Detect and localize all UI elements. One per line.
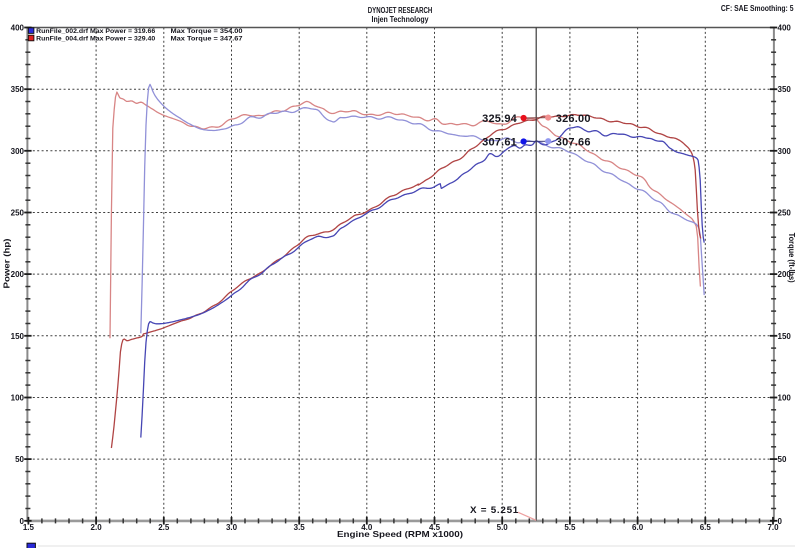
svg-text:RunFile_002.drf Max Power = 31: RunFile_002.drf Max Power = 319.66: [36, 28, 155, 35]
svg-text:0: 0: [778, 517, 783, 526]
svg-text:307.61: 307.61: [482, 136, 517, 148]
svg-text:Injen Technology: Injen Technology: [372, 15, 429, 24]
svg-text:5.0: 5.0: [497, 523, 509, 532]
svg-text:X = 5.251: X = 5.251: [470, 505, 519, 516]
svg-text:325.94: 325.94: [482, 113, 518, 125]
svg-text:1.5: 1.5: [23, 523, 35, 532]
svg-text:Power (hp): Power (hp): [2, 238, 12, 288]
svg-text:307.66: 307.66: [556, 136, 591, 148]
svg-text:350: 350: [778, 85, 792, 94]
svg-text:326.00: 326.00: [556, 113, 591, 125]
svg-text:0: 0: [20, 517, 25, 526]
svg-text:3.5: 3.5: [294, 523, 306, 532]
svg-text:4.0: 4.0: [361, 523, 373, 532]
svg-text:7.0: 7.0: [767, 523, 779, 532]
svg-text:3.0: 3.0: [226, 523, 238, 532]
svg-text:200: 200: [11, 270, 25, 279]
svg-text:50: 50: [778, 455, 787, 464]
svg-text:150: 150: [778, 332, 792, 341]
svg-text:Torque (ft-lbs): Torque (ft-lbs): [787, 233, 797, 283]
svg-text:400: 400: [11, 24, 25, 33]
svg-text:300: 300: [11, 147, 25, 156]
svg-text:350: 350: [11, 85, 25, 94]
svg-text:CF: SAE Smoothing: 5: CF: SAE Smoothing: 5: [721, 4, 794, 13]
svg-text:Max Torque = 347.67: Max Torque = 347.67: [171, 36, 243, 43]
svg-text:300: 300: [778, 147, 792, 156]
svg-text:RunFile_004.drf Max Power = 32: RunFile_004.drf Max Power = 329.40: [36, 36, 155, 43]
svg-text:6.5: 6.5: [700, 523, 712, 532]
svg-text:250: 250: [778, 209, 792, 218]
svg-text:6.0: 6.0: [632, 523, 644, 532]
svg-text:4.5: 4.5: [429, 523, 441, 532]
svg-text:150: 150: [11, 332, 25, 341]
svg-text:DYNOJET RESEARCH: DYNOJET RESEARCH: [368, 6, 433, 15]
svg-text:250: 250: [11, 209, 25, 218]
svg-text:Max Torque = 354.00: Max Torque = 354.00: [171, 28, 243, 35]
svg-text:Engine Speed (RPM x1000): Engine Speed (RPM x1000): [337, 529, 463, 539]
svg-text:200: 200: [778, 270, 792, 279]
svg-text:2.0: 2.0: [91, 523, 103, 532]
svg-text:5.5: 5.5: [564, 523, 576, 532]
svg-text:100: 100: [11, 394, 25, 403]
svg-text:100: 100: [778, 394, 792, 403]
svg-text:2.5: 2.5: [158, 523, 170, 532]
svg-text:400: 400: [778, 24, 792, 33]
svg-text:50: 50: [15, 455, 24, 464]
